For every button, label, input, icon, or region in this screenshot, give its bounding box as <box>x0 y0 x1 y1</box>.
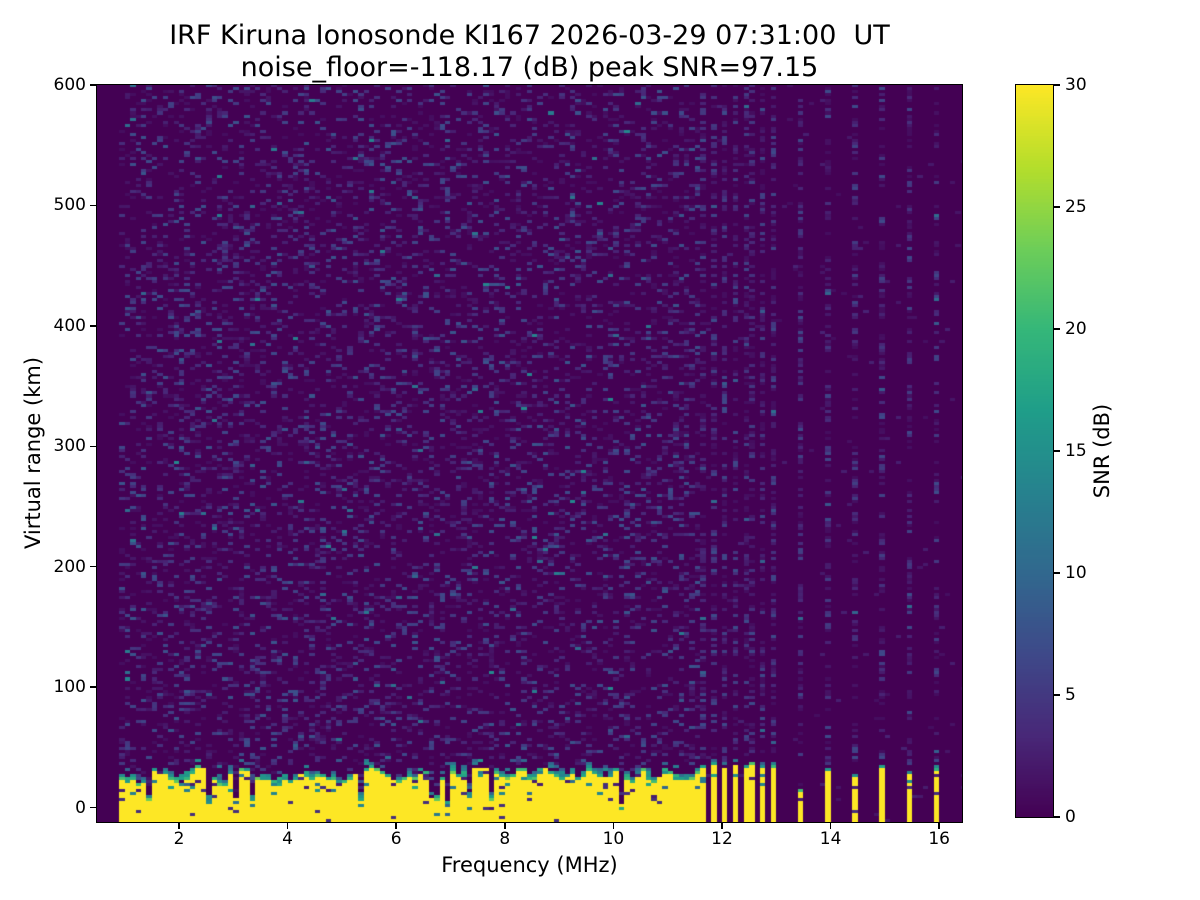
colorbar-tick-label: 5 <box>1065 685 1076 705</box>
colorbar-tick-label: 20 <box>1065 319 1087 339</box>
x-tick-label: 12 <box>711 829 733 849</box>
chart-title-line2: noise_floor=-118.17 (dB) peak SNR=97.15 <box>240 52 819 83</box>
x-tick <box>721 822 723 829</box>
x-tick-label: 14 <box>819 829 842 849</box>
y-tick <box>90 84 97 86</box>
x-tick <box>938 822 940 829</box>
chart-title-line1: IRF Kiruna Ionosonde KI167 2026-03-29 07… <box>169 20 890 51</box>
x-axis-label: Frequency (MHz) <box>441 853 618 877</box>
x-tick <box>178 822 180 829</box>
y-tick-label: 600 <box>53 75 86 95</box>
colorbar-tick <box>1053 206 1060 208</box>
colorbar-tick-label: 10 <box>1065 563 1087 583</box>
heatmap-canvas <box>97 85 962 822</box>
x-tick <box>395 822 397 829</box>
colorbar-tick <box>1053 84 1060 86</box>
y-tick-label: 100 <box>53 677 86 698</box>
colorbar-tick <box>1053 572 1060 574</box>
colorbar-tick-label: 0 <box>1065 807 1076 827</box>
x-tick-label: 8 <box>499 829 511 849</box>
y-tick-label: 0 <box>75 797 86 818</box>
colorbar-tick <box>1053 694 1060 696</box>
y-tick <box>90 565 97 568</box>
y-tick <box>90 686 97 688</box>
x-tick-label: 4 <box>282 829 293 849</box>
x-tick <box>612 822 615 829</box>
y-tick-label: 500 <box>53 195 86 216</box>
y-tick-label: 400 <box>53 315 86 336</box>
colorbar-canvas <box>1016 85 1053 817</box>
x-tick-label: 6 <box>390 829 402 849</box>
x-tick <box>504 822 506 829</box>
x-tick <box>829 822 832 829</box>
x-tick-label: 10 <box>602 829 625 849</box>
x-tick <box>286 822 289 829</box>
colorbar-tick <box>1053 328 1060 330</box>
y-tick <box>90 806 97 809</box>
colorbar-tick-label: 30 <box>1065 75 1087 95</box>
y-tick-label: 200 <box>53 556 86 577</box>
x-tick-label: 2 <box>173 829 185 849</box>
x-tick-label: 16 <box>928 829 950 849</box>
colorbar-tick-label: 15 <box>1065 441 1087 461</box>
y-tick <box>90 325 97 327</box>
y-tick <box>90 445 97 448</box>
y-tick <box>90 204 97 207</box>
colorbar-tick-label: 25 <box>1065 197 1087 217</box>
y-tick-label: 300 <box>53 436 86 457</box>
colorbar-tick <box>1053 450 1060 452</box>
colorbar-tick <box>1053 816 1060 818</box>
